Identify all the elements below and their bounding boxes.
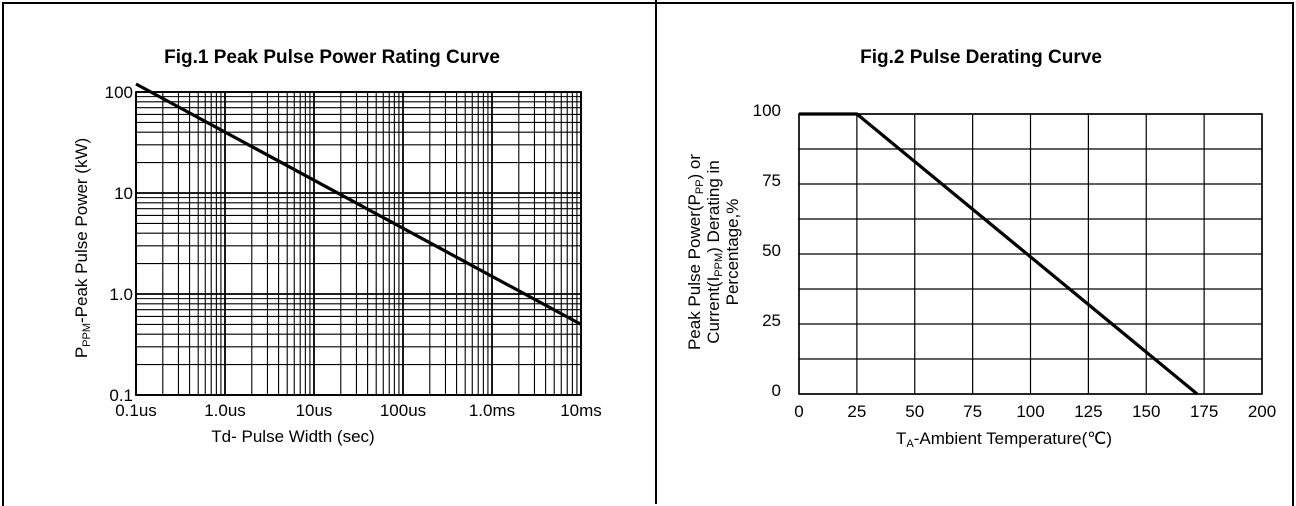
chart-2-plot-border [798,113,1263,395]
chart-2-ytick-label: 100 [753,101,781,120]
chart-1-ylabel-sub: PPM [81,323,93,347]
chart-1-ytick-label: 10 [114,184,133,203]
chart-2-xtick-label: 50 [905,402,924,421]
chart-2-xlabel: TA-Ambient Temperature(℃) [896,429,1112,450]
chart-2-grid [798,113,1263,395]
chart-2-ylabel-rest: ) or [685,154,704,180]
chart-1-series-line [135,82,582,326]
chart-2-ylabel-line: Current(IPPM) Derating in [704,160,725,344]
chart-1-ylabel: PPPM-Peak Pulse Power (kW) [72,138,93,358]
chart-1-ytick-label: 1.0 [109,285,133,304]
chart-1-ytick-label: 100 [105,83,133,102]
chart-1-ytick-label: 0.1 [109,386,133,405]
chart-2-xtick-label: 125 [1074,402,1102,421]
chart-2-ytick-label: 25 [762,311,781,330]
chart-2-xtick-label: 200 [1248,402,1276,421]
chart-1-xtick-label: 0.1us [115,401,157,420]
chart-2-ytick-label: 0 [772,381,781,400]
chart-2-xtick-label: 100 [1016,402,1044,421]
chart-2-ticks: 0 25 50 75 100 125 150 175 200 100 75 50 25 0 [753,101,1277,421]
chart-1-xtick-label: 1.0us [204,401,246,420]
panel-divider [655,0,657,504]
chart-2-ylabel-line: Percentage,% [723,199,742,306]
chart-2-xtick-label: 75 [963,402,982,421]
chart-2-xtick-label: 150 [1132,402,1160,421]
chart-2-ytick-label: 50 [762,241,781,260]
chart-2-ytick-label: 75 [762,171,781,190]
chart-2-xlabel-main: T [896,429,906,448]
chart-2-ylabel-main: Peak Pulse Power(P [685,194,704,350]
chart-1-plot-border [135,91,582,396]
chart-1-xtick-label: 1.0ms [469,401,515,420]
chart-2-ylabel-main: Percentage,% [723,199,742,306]
chart-1-title: Fig.1 Peak Pulse Power Rating Curve [164,47,500,68]
chart-2-xlabel-rest: -Ambient Temperature(℃) [914,429,1112,448]
chart-2-series-line [799,112,1199,396]
chart-1-xtick-label: 10ms [560,401,602,420]
chart-2: Fig.2 Pulse Derating Curve 0 25 50 75 100 125… [685,47,1276,450]
chart-2-xtick-label: 175 [1190,402,1218,421]
chart-2-title: Fig.2 Pulse Derating Curve [860,47,1102,68]
chart-2-ylabel-rest: ) Derating in [704,160,723,253]
chart-2-ylabel-main: Current(I [704,277,723,344]
chart-1-xlabel: Td- Pulse Width (sec) [211,427,374,446]
chart-2-xlabel-sub: A [906,438,914,450]
chart-2-ylabel-sub: PPM [713,253,725,277]
chart-1-xtick-label: 100us [380,401,426,420]
chart-2-ylabel-line: Peak Pulse Power(PPP) or [685,154,706,350]
chart-1-ylabel-main: P [72,347,91,358]
chart-1-grid [135,91,582,396]
chart-1-xtick-label: 10us [296,401,333,420]
chart-2-xtick-label: 25 [847,402,866,421]
chart-2-xtick-label: 0 [794,402,803,421]
chart-1: Fig.1 Peak Pulse Power Rating Curve 0.1u… [72,47,602,446]
chart-1-ylabel-rest: -Peak Pulse Power (kW) [72,138,91,323]
chart-2-ylabel-sub: PP [694,179,706,194]
chart-1-ticks: 0.1us 1.0us 10us 100us 1.0ms 10ms 100 10 1.0 0.1 [105,83,602,420]
